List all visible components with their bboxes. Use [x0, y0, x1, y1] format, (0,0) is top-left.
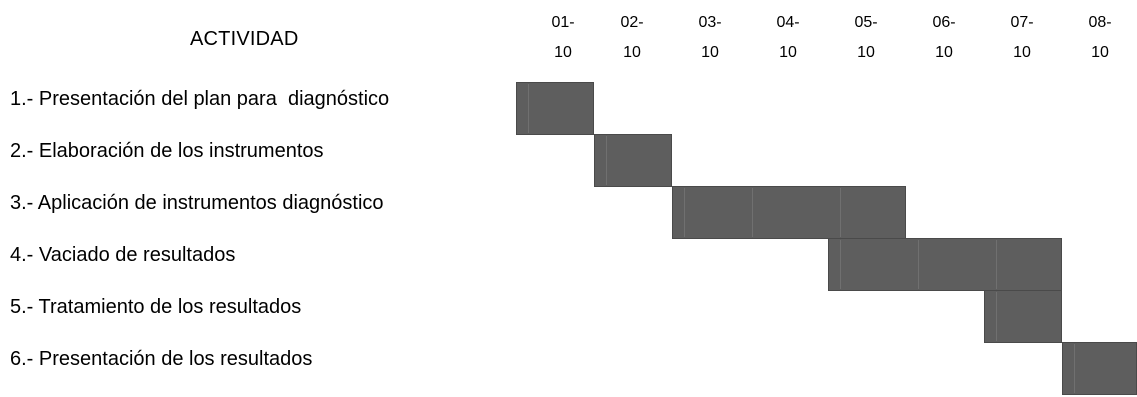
- date-label-8-line1: 08-: [1088, 14, 1112, 31]
- activity-bar-3: [672, 186, 906, 239]
- activity-bar-cell: [840, 240, 841, 289]
- date-label-7-line2: 10: [1013, 44, 1031, 61]
- activity-bar-2: [594, 134, 672, 187]
- date-label-3-line2: 10: [701, 44, 719, 61]
- date-label-1-line1: 01-: [551, 14, 575, 31]
- activity-label-5: 5.- Tratamiento de los resultados: [10, 296, 302, 318]
- activity-label-1: 1.- Presentación del plan para diagnósti…: [10, 88, 390, 110]
- date-label-5-line2: 10: [857, 44, 875, 61]
- activity-column-header: ACTIVIDAD: [190, 28, 299, 50]
- activity-bar-cell: [606, 136, 607, 185]
- date-label-7-line1: 07-: [1010, 14, 1034, 31]
- date-label-4-line2: 10: [779, 44, 797, 61]
- date-label-8-line2: 10: [1091, 44, 1109, 61]
- date-label-1-line2: 10: [554, 44, 572, 61]
- activity-bar-cell: [1074, 344, 1075, 393]
- date-label-2-line1: 02-: [620, 14, 644, 31]
- activity-label-4: 4.- Vaciado de resultados: [10, 244, 236, 266]
- activity-bar-4: [828, 238, 1062, 291]
- activity-bar-cell: [684, 188, 685, 237]
- activity-label-3: 3.- Aplicación de instrumentos diagnósti…: [10, 192, 384, 214]
- activity-label-6: 6.- Presentación de los resultados: [10, 348, 313, 370]
- date-label-6-line1: 06-: [932, 14, 956, 31]
- activity-bar-5: [984, 290, 1062, 343]
- date-label-6-line2: 10: [935, 44, 953, 61]
- activity-bar-cell: [918, 240, 919, 289]
- activity-bar-cell: [996, 240, 997, 289]
- date-label-5-line1: 05-: [854, 14, 878, 31]
- activity-bar-1: [516, 82, 594, 135]
- date-label-4-line1: 04-: [776, 14, 800, 31]
- date-label-3-line1: 03-: [698, 14, 722, 31]
- date-label-2-line2: 10: [623, 44, 641, 61]
- activity-label-2: 2.- Elaboración de los instrumentos: [10, 140, 324, 162]
- activity-bar-cell: [752, 188, 753, 237]
- activity-bar-cell: [840, 188, 841, 237]
- activity-bar-cell: [996, 292, 997, 341]
- activity-bar-cell: [528, 84, 529, 133]
